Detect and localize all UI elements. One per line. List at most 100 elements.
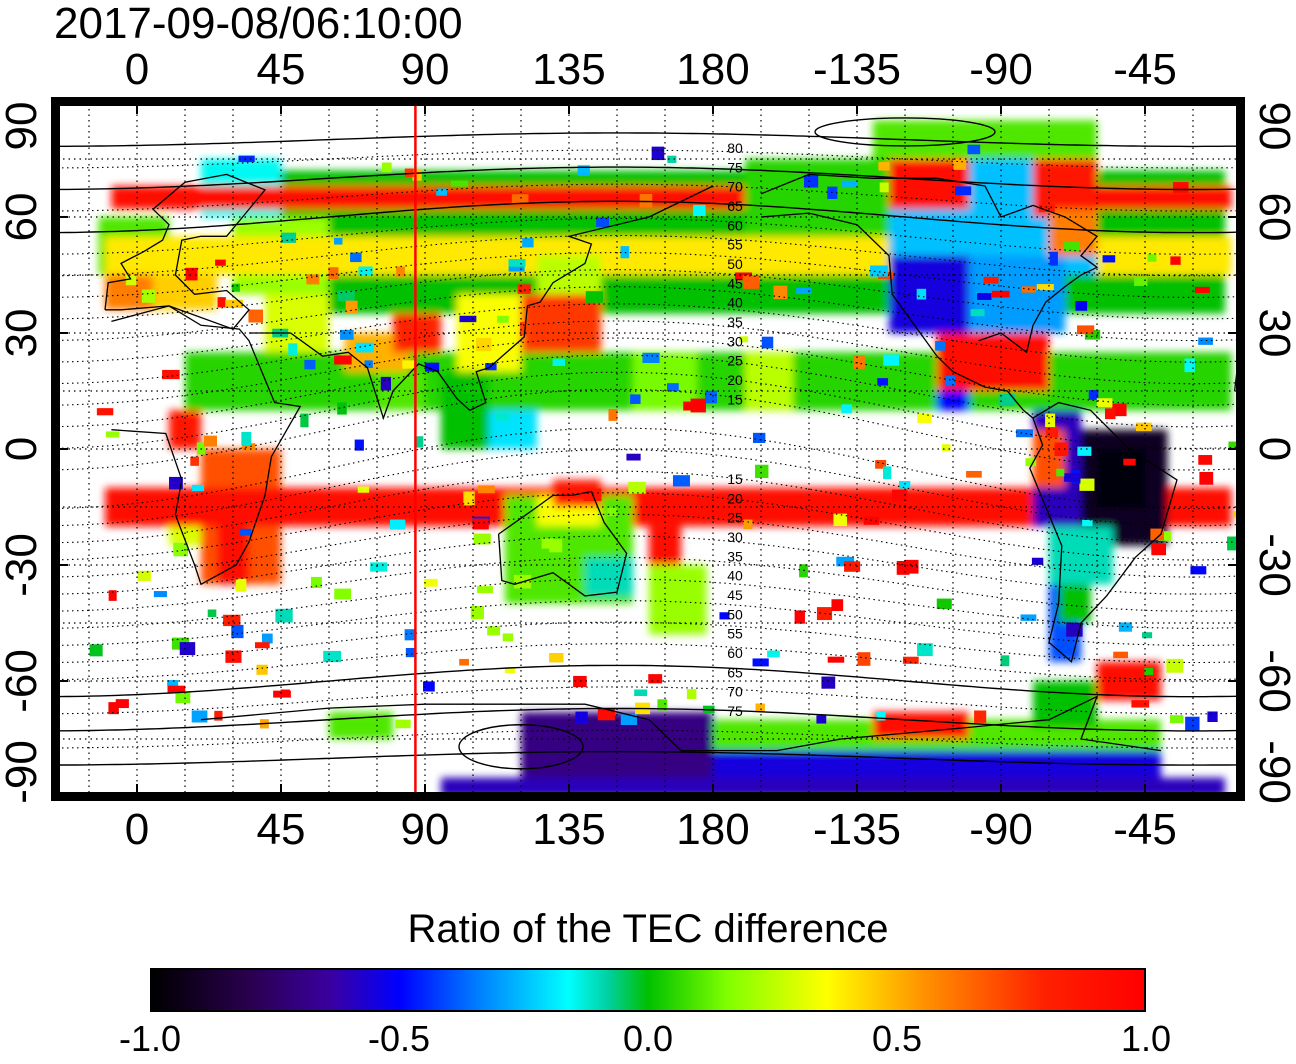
tec-scatter-patch [878, 161, 890, 171]
tec-scatter-patch [917, 413, 932, 423]
tec-scatter-patch [1016, 429, 1033, 438]
tec-scatter-patch [1064, 473, 1081, 482]
tec-scatter-patch [844, 561, 861, 572]
tec-scatter-patch [1185, 716, 1200, 731]
tec-scatter-patch [323, 650, 342, 663]
tec-scatter-patch [719, 612, 730, 620]
tec-scatter-patch [799, 564, 808, 578]
tec-scatter-patch [955, 186, 972, 196]
tec-scatter-patch [256, 664, 268, 675]
tec-scatter-patch [767, 650, 780, 658]
tec-region [585, 557, 633, 596]
tec-scatter-patch [876, 711, 886, 721]
tec-scatter-patch [414, 436, 424, 448]
tec-scatter-patch [773, 285, 788, 300]
tec-scatter-patch [1198, 337, 1213, 345]
tec-scatter-patch [522, 238, 534, 248]
tec-scatter-patch [280, 689, 290, 697]
tec-scatter-patch [752, 432, 766, 443]
bottom-tick-label: 0 [124, 805, 150, 854]
tec-scatter-patch [1077, 325, 1095, 335]
tec-scatter-patch [334, 237, 343, 245]
tec-scatter-patch [477, 586, 493, 594]
tec-scatter-patch [254, 642, 270, 649]
tec-scatter-patch [167, 680, 179, 687]
tec-scatter-patch [1045, 413, 1056, 428]
tec-scatter-patch [883, 354, 900, 366]
colorbar-title: Ratio of the TEC difference [407, 907, 889, 951]
tec-scatter-patch [1135, 422, 1152, 432]
colorbar-tick-label: 0.0 [622, 1018, 674, 1059]
tec-scatter-patch [108, 702, 119, 715]
tec-scatter-patch [1150, 528, 1164, 541]
tec-scatter-patch [248, 309, 264, 323]
tec-scatter-patch [977, 293, 992, 300]
tec-scatter-patch [1079, 478, 1095, 491]
tec-scatter-patch [821, 676, 836, 689]
tec-scatter-patch [966, 470, 982, 478]
tec-scatter-patch [214, 710, 223, 721]
tec-scatter-patch [173, 542, 188, 557]
left-tick-label: -30 [0, 533, 46, 597]
tec-region [889, 255, 969, 333]
tec-scatter-patch [841, 404, 852, 414]
tec-scatter-patch [235, 578, 247, 592]
left-tick-label: 0 [0, 436, 46, 462]
tec-scatter-patch [472, 518, 489, 530]
tec-scatter-patch [370, 562, 388, 572]
tec-region [169, 410, 201, 449]
tec-scatter-patch [96, 408, 114, 416]
tec-scatter-patch [916, 288, 927, 300]
tec-scatter-patch [231, 624, 244, 639]
tec-region [745, 352, 793, 411]
bottom-tick-label: 135 [532, 805, 606, 854]
top-tick-label: 90 [400, 45, 450, 94]
tec-scatter-patch [217, 297, 226, 308]
tec-scatter-patch [875, 459, 887, 469]
tec-scatter-patch [742, 275, 760, 289]
right-tick-label: 60 [1250, 192, 1296, 242]
right-tick-label: -30 [1250, 533, 1296, 597]
tec-scatter-patch [803, 174, 819, 188]
contour-label: 35 [727, 314, 743, 330]
tec-scatter-patch [639, 193, 653, 208]
tec-scatter-patch [833, 513, 848, 527]
tec-scatter-patch [853, 355, 865, 369]
tec-scatter-patch [607, 507, 617, 516]
tec-scatter-patch [648, 674, 663, 684]
contour-label: 55 [727, 237, 743, 253]
tec-scatter-patch [364, 360, 373, 369]
tec-scatter-patch [337, 402, 347, 415]
tec-scatter-patch [231, 283, 240, 292]
tec-scatter-patch [857, 652, 871, 666]
tec-region [441, 371, 489, 449]
tec-scatter-patch [1228, 441, 1243, 450]
tec-scatter-patch [334, 355, 352, 365]
tec-scatter-patch [1104, 408, 1116, 420]
tec-scatter-patch [223, 614, 241, 627]
tec-scatter-patch [508, 259, 526, 267]
tec-scatter-patch [358, 266, 373, 276]
tec-scatter-patch [473, 533, 491, 545]
tec-scatter-patch [597, 708, 615, 721]
tec-scatter-patch [1123, 458, 1136, 466]
tec-scatter-patch [470, 605, 484, 620]
top-tick-label: 45 [256, 45, 306, 94]
contour-labels: 80 75 70 65 60 55 50 45 40 35 30 25 20 15 15 20 25 30 35 40… [727, 140, 743, 719]
tec-scatter-patch [705, 390, 718, 404]
contour-label: 45 [727, 587, 743, 603]
colorbar-tick-label: 0.5 [871, 1018, 923, 1059]
tec-scatter-patch [573, 675, 587, 688]
tec-scatter-patch [141, 289, 156, 303]
contour-label: 15 [727, 471, 743, 487]
timestamp: 2017-09-08/06:10:00 [54, 0, 463, 48]
tec-scatter-patch [841, 180, 858, 187]
tec-scatter-patch [608, 409, 618, 421]
tec-scatter-patch [596, 217, 610, 227]
tec-scatter-patch [1084, 329, 1101, 340]
tec-scatter-patch [628, 481, 646, 494]
tec-scatter-patch [549, 539, 563, 553]
tec-scatter-patch [992, 290, 1010, 298]
tec-scatter-patch [300, 413, 309, 428]
tec-scatter-patch [683, 401, 696, 411]
